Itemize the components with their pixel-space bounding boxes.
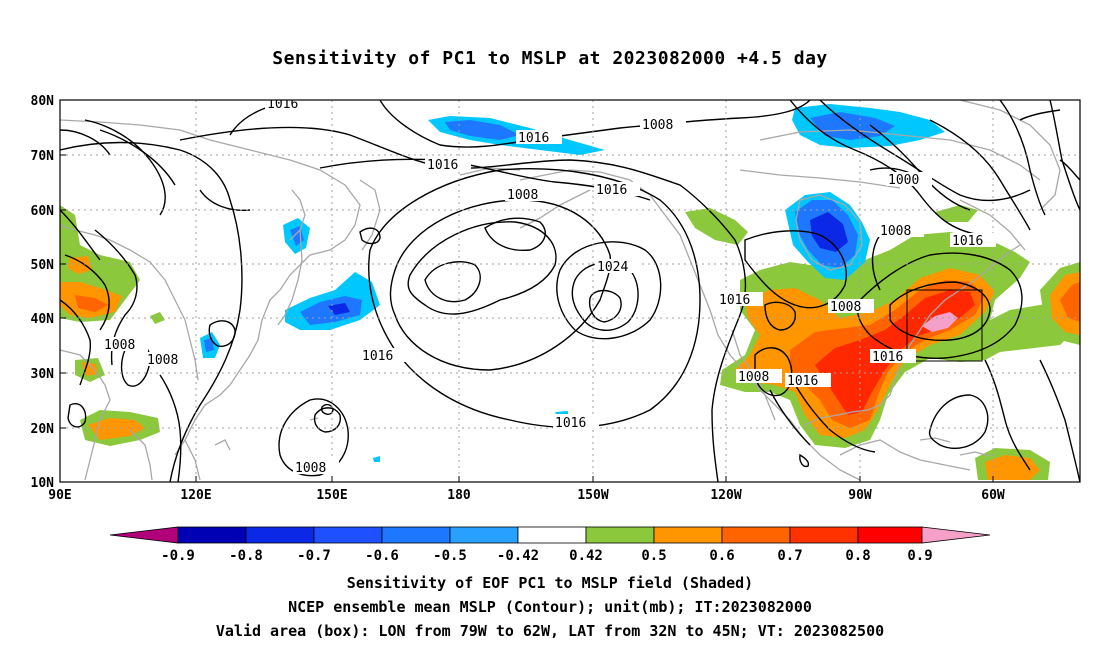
- colorbar-label: 0.7: [777, 548, 802, 564]
- contour-label: 1016: [787, 374, 818, 389]
- contour-label: 1008: [738, 370, 769, 385]
- colorbar: [109, 526, 991, 544]
- colorbar-swatch: [177, 526, 247, 544]
- colorbar-swatch: [109, 526, 179, 544]
- lat-label: 70N: [31, 149, 55, 164]
- colorbar-label: -0.6: [365, 548, 399, 564]
- colorbar-swatch: [921, 526, 991, 544]
- colorbar-swatch: [721, 526, 791, 544]
- lat-label: 20N: [31, 422, 55, 437]
- contour-label: 1016: [872, 350, 903, 365]
- longitude-labels: 90E 120E 150E 180 150W 120W 90W 60W: [48, 488, 1005, 503]
- lon-label: 90E: [48, 488, 71, 503]
- contour-label: 1016: [596, 183, 627, 198]
- contour-label: 1024: [597, 260, 628, 275]
- contour-label: 1016: [518, 131, 549, 146]
- contour-label: 1016: [362, 349, 393, 364]
- plot-title: Sensitivity of PC1 to MSLP at 2023082000…: [272, 48, 828, 69]
- colorbar-swatch: [789, 526, 859, 544]
- negative-sensitivity-shading: [200, 104, 945, 462]
- colorbar-label: -0.5: [433, 548, 467, 564]
- contour-label: 1008: [104, 338, 135, 353]
- colorbar-swatch: [313, 526, 383, 544]
- caption-line-2: NCEP ensemble mean MSLP (Contour); unit(…: [288, 598, 812, 616]
- lat-label: 80N: [31, 94, 55, 109]
- map-frame: [59, 99, 1081, 483]
- caption-line-3: Valid area (box): LON from 79W to 62W, L…: [215, 622, 885, 640]
- contour-label: 1008: [507, 188, 538, 203]
- colorbar-label: -0.9: [161, 548, 195, 564]
- contour-label: 1016: [427, 158, 458, 173]
- colorbar-label: 0.6: [709, 548, 734, 564]
- lon-label: 60W: [981, 488, 1005, 503]
- lat-label: 30N: [31, 367, 55, 382]
- contour-label: 1016: [952, 234, 983, 249]
- colorbar-swatch: [245, 526, 315, 544]
- lat-label: 50N: [31, 258, 55, 273]
- contour-label: 1008: [147, 353, 178, 368]
- contour-label: 1016: [719, 293, 750, 308]
- colorbar-label: 0.9: [907, 548, 932, 564]
- caption-line-1: Sensitivity of EOF PC1 to MSLP field (Sh…: [346, 574, 754, 592]
- lat-label: 10N: [31, 476, 55, 491]
- colorbar-label: -0.7: [297, 548, 331, 564]
- contour-label: 1008: [880, 224, 911, 239]
- positive-sensitivity-shading: [60, 205, 1080, 480]
- lat-label: 60N: [31, 204, 55, 219]
- contour-label: 1008: [642, 118, 673, 133]
- colorbar-swatch: [585, 526, 655, 544]
- lat-label: 40N: [31, 312, 55, 327]
- axis-ticks: [59, 99, 994, 483]
- contour-label: 1008: [830, 300, 861, 315]
- colorbar-label: 0.5: [641, 548, 666, 564]
- valid-area-box: [906, 289, 983, 362]
- colorbar-label: -0.42: [497, 548, 539, 564]
- contour-labels: 1016 1016 1016 1008 1008 1016 1000 1008 …: [102, 97, 996, 476]
- colorbar-label: 0.42: [569, 548, 603, 564]
- coastlines: [60, 100, 1061, 481]
- contour-label: 1016: [267, 97, 298, 112]
- lon-label: 180: [447, 488, 471, 503]
- latitude-labels: 80N 70N 60N 50N 40N 30N 20N 10N: [31, 94, 55, 491]
- lon-label: 150W: [577, 488, 608, 503]
- colorbar-labels: -0.9 -0.8 -0.7 -0.6 -0.5 -0.42 0.42 0.5 …: [161, 548, 933, 564]
- lon-label: 120E: [180, 488, 211, 503]
- colorbar-swatch: [381, 526, 451, 544]
- contour-label: 1000: [888, 173, 919, 188]
- lon-label: 90W: [848, 488, 872, 503]
- colorbar-swatch: [857, 526, 923, 544]
- colorbar-swatch: [517, 526, 587, 544]
- lon-label: 150E: [316, 488, 347, 503]
- colorbar-swatch: [449, 526, 519, 544]
- contour-label: 1016: [555, 416, 586, 431]
- colorbar-swatch: [653, 526, 723, 544]
- colorbar-label: 0.8: [845, 548, 870, 564]
- lon-label: 120W: [710, 488, 741, 503]
- contour-label: 1008: [295, 461, 326, 476]
- colorbar-label: -0.8: [229, 548, 263, 564]
